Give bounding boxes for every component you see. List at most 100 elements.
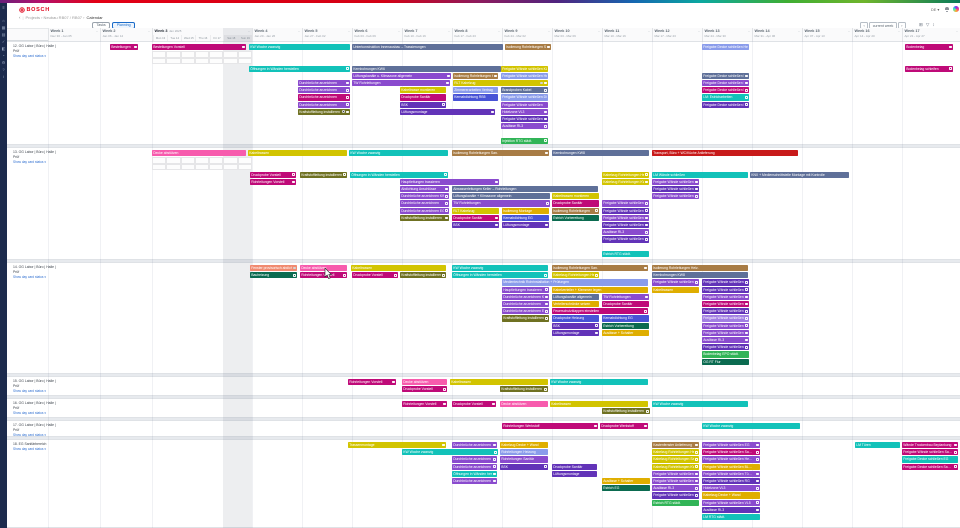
task-card[interactable]: Freigabe Wände schließen Sa… [702, 449, 760, 456]
task-card[interactable]: Kabeltrassen [248, 150, 347, 157]
task-card[interactable]: Trassenmontage [348, 442, 446, 449]
task-card[interactable]: TW Rohrleitungen [452, 200, 550, 207]
task-card[interactable]: Durchbrüche anzeichnen San. [452, 463, 497, 470]
task-card[interactable]: KW Woche zwanzig [652, 401, 748, 408]
task-card[interactable]: Freigabe Decke schließen BS3 [702, 101, 749, 108]
task-card[interactable]: Kabelzug Decke + Wand [702, 492, 760, 499]
task-card[interactable]: Freigabe Wände schließen KW6 [501, 65, 548, 72]
task-card[interactable]: Rohrleitungen Vorstell [250, 178, 296, 185]
info-icon[interactable]: i [3, 73, 4, 79]
task-card[interactable]: Kernbohrungen KW6 [352, 65, 501, 72]
day-card-slot[interactable] [209, 157, 224, 164]
task-card[interactable]: Durchbrüche anzeichnen Heiz. [452, 456, 497, 463]
task-card[interactable]: Decke abstützen [300, 265, 347, 272]
week-header[interactable]: Week 10 ↔ Mar 03 - Mar 09 [552, 28, 602, 41]
task-card[interactable]: Kabeltrassen [450, 379, 548, 386]
week-header[interactable]: Week 11 ↔ Mar 10 - Mar 16 [602, 28, 652, 41]
task-card[interactable]: Kabelzug Rohrleitungen Heiz. [602, 171, 649, 178]
task-card[interactable]: TW Rohrleitungen [352, 80, 450, 87]
task-card[interactable]: Durchbrüche anzeichnen [298, 87, 350, 94]
week-expand-icon[interactable]: ↔ [247, 29, 251, 33]
task-card[interactable]: Auslässe RL3 [702, 506, 760, 513]
task-card[interactable]: Freigabe Wände schließen Hei… [652, 186, 699, 193]
task-card[interactable]: Kraftstoffleitung installieren [502, 315, 549, 322]
week-expand-icon[interactable]: ↔ [95, 29, 99, 33]
task-card[interactable]: Kabelverteiler + Klemmen legen [552, 286, 648, 293]
day-card-slot[interactable] [152, 163, 167, 171]
task-card[interactable]: Lüftungsmontage [552, 329, 599, 336]
task-card[interactable]: Lüftungsmontage [400, 108, 495, 115]
task-card[interactable]: Freigabe Decke schließen Sa… [902, 463, 958, 470]
task-card[interactable]: KW Woche zwanzig [402, 449, 498, 456]
day-card-slot[interactable] [180, 163, 195, 171]
day-card-slot[interactable] [194, 51, 210, 58]
task-card[interactable]: Feuerschutzklappen einstellen [552, 308, 648, 315]
task-card[interactable]: Estrich RTG städt. [602, 250, 649, 257]
task-card[interactable]: Freigabe Wände schließen Hei… [501, 72, 548, 79]
week-header[interactable]: Week 1 ↔ Dec 30 - Jan 05 [48, 28, 100, 41]
team-icon[interactable]: ◔ [2, 52, 5, 58]
task-card[interactable]: Freigabe Wände schließen San… [702, 286, 749, 293]
task-card[interactable]: Druckprobe Vorstell [402, 386, 447, 393]
week-expand-icon[interactable]: ↔ [397, 29, 401, 33]
week-header[interactable]: Week 16 ↔ Apr 14 - Apr 20 [852, 28, 902, 41]
task-card[interactable]: Durchbrüche anzeichnen BLT [452, 478, 497, 485]
task-card[interactable]: Abdichtung Anschlüsse [400, 186, 449, 193]
day-card-slot[interactable] [152, 51, 167, 58]
task-card[interactable]: Kabeltrassen [351, 265, 446, 272]
back-icon[interactable]: ‹ [19, 14, 21, 20]
week-header[interactable]: Week 2 ↔ Jan 06 - Jan 12 [100, 28, 152, 41]
task-card[interactable]: KW Woche zwanzig [349, 150, 448, 157]
task-card[interactable]: Kernbohrungen KW8 [652, 272, 748, 279]
task-card[interactable]: Freigabe Wände schließen Tü… [702, 470, 760, 477]
task-card[interactable]: Isolierung Rohrleitungen San. [452, 150, 549, 157]
task-card[interactable]: Freigabe Wände schließen KW [702, 308, 749, 315]
task-card[interactable]: Freigabe Wände schließen [652, 279, 699, 286]
task-card[interactable]: KW Woche zwanzig [249, 44, 350, 51]
dashboard-icon[interactable]: ▦ [1, 24, 6, 30]
week-header[interactable]: Week 15 ↔ Apr 07 - Apr 13 [802, 28, 852, 41]
task-card[interactable]: Verteilerschränke setzen [552, 301, 599, 308]
task-card[interactable]: Bodenbelag schleifen [905, 65, 953, 72]
task-card[interactable]: Kabelzug Rohrleitungen KW6 [652, 463, 699, 470]
day-card-slot[interactable] [237, 157, 252, 164]
task-card[interactable]: Bestellungen Vorstell [152, 44, 246, 51]
task-card[interactable]: Lüftungskanäle u. Klimazone allgemein [352, 72, 451, 79]
task-card[interactable]: Freigabe Wände schließen EG [702, 442, 760, 449]
task-card[interactable]: Durchbrüche anzeichnen [298, 94, 350, 101]
day-card-slot[interactable] [223, 51, 238, 58]
task-card[interactable]: Auslässe RL3 [501, 123, 548, 130]
task-card[interactable]: Freigabe Wände schließen KW [652, 478, 699, 485]
day-header[interactable]: Mon 13 [153, 35, 167, 41]
task-card[interactable]: Lüftungsmontage [502, 222, 549, 229]
task-card[interactable]: Isolierung Rohrleitungen San. [505, 44, 551, 51]
week-header[interactable]: Week 13 ↔ Mar 24 - Mar 30 [702, 28, 752, 41]
task-card[interactable]: Freigabe Wände schließen Tür… [702, 329, 749, 336]
task-card[interactable]: Brandproben Kabel [501, 87, 548, 94]
task-card[interactable]: Transport, Büro + WC/Küche Anlieferung [652, 150, 798, 157]
day-card-slot[interactable] [209, 57, 224, 65]
task-card[interactable]: Isolierung Rohrleitungen Heiz. [453, 72, 498, 79]
task-card[interactable]: Estrich Vorbereitung [602, 322, 649, 329]
task-card[interactable]: Druckprobe Vorstell [452, 401, 496, 408]
task-card[interactable]: Kernabdichtung EG [602, 315, 649, 322]
gear-icon[interactable]: ⚙ [1, 59, 6, 65]
task-card[interactable]: Durchbrüche anzeichnen [298, 101, 350, 108]
task-card[interactable]: Freigabe Wände schließen VL5 [501, 116, 548, 123]
task-card[interactable]: Öffnungen in Wänden herstell… [452, 470, 497, 477]
task-card[interactable]: Freigabe Decke schließen KW6 [702, 72, 749, 79]
task-card[interactable]: Bodenbelag EPO städt. [702, 351, 749, 358]
week-header[interactable]: Week 5 ↔ Jan 27 - Feb 02 [302, 28, 352, 41]
task-card[interactable]: Druckprobe Vorstell [352, 272, 398, 279]
task-card[interactable]: Freigabe Wände schließen KW [602, 207, 649, 214]
week-expand-icon[interactable]: ↔ [297, 29, 301, 33]
week-header[interactable]: Week 8 ↔ Feb 17 - Feb 23 [452, 28, 502, 41]
notifications-bell-icon[interactable] [945, 7, 949, 13]
task-card[interactable]: Durchbrüche anzeichnen EG [452, 442, 497, 449]
task-card[interactable]: Kabelzug Rohrleitungen Heiz. [552, 272, 599, 279]
task-card[interactable]: Rohrleitungen Werkstoff [502, 423, 598, 430]
week-expand-icon[interactable]: ↔ [447, 29, 451, 33]
task-card[interactable]: Kernbohrungen KW8 [552, 150, 649, 157]
task-card[interactable]: Durchbrüche anzeichnen [502, 301, 549, 308]
task-card[interactable]: Kraftstoffleitung installieren [298, 108, 350, 115]
